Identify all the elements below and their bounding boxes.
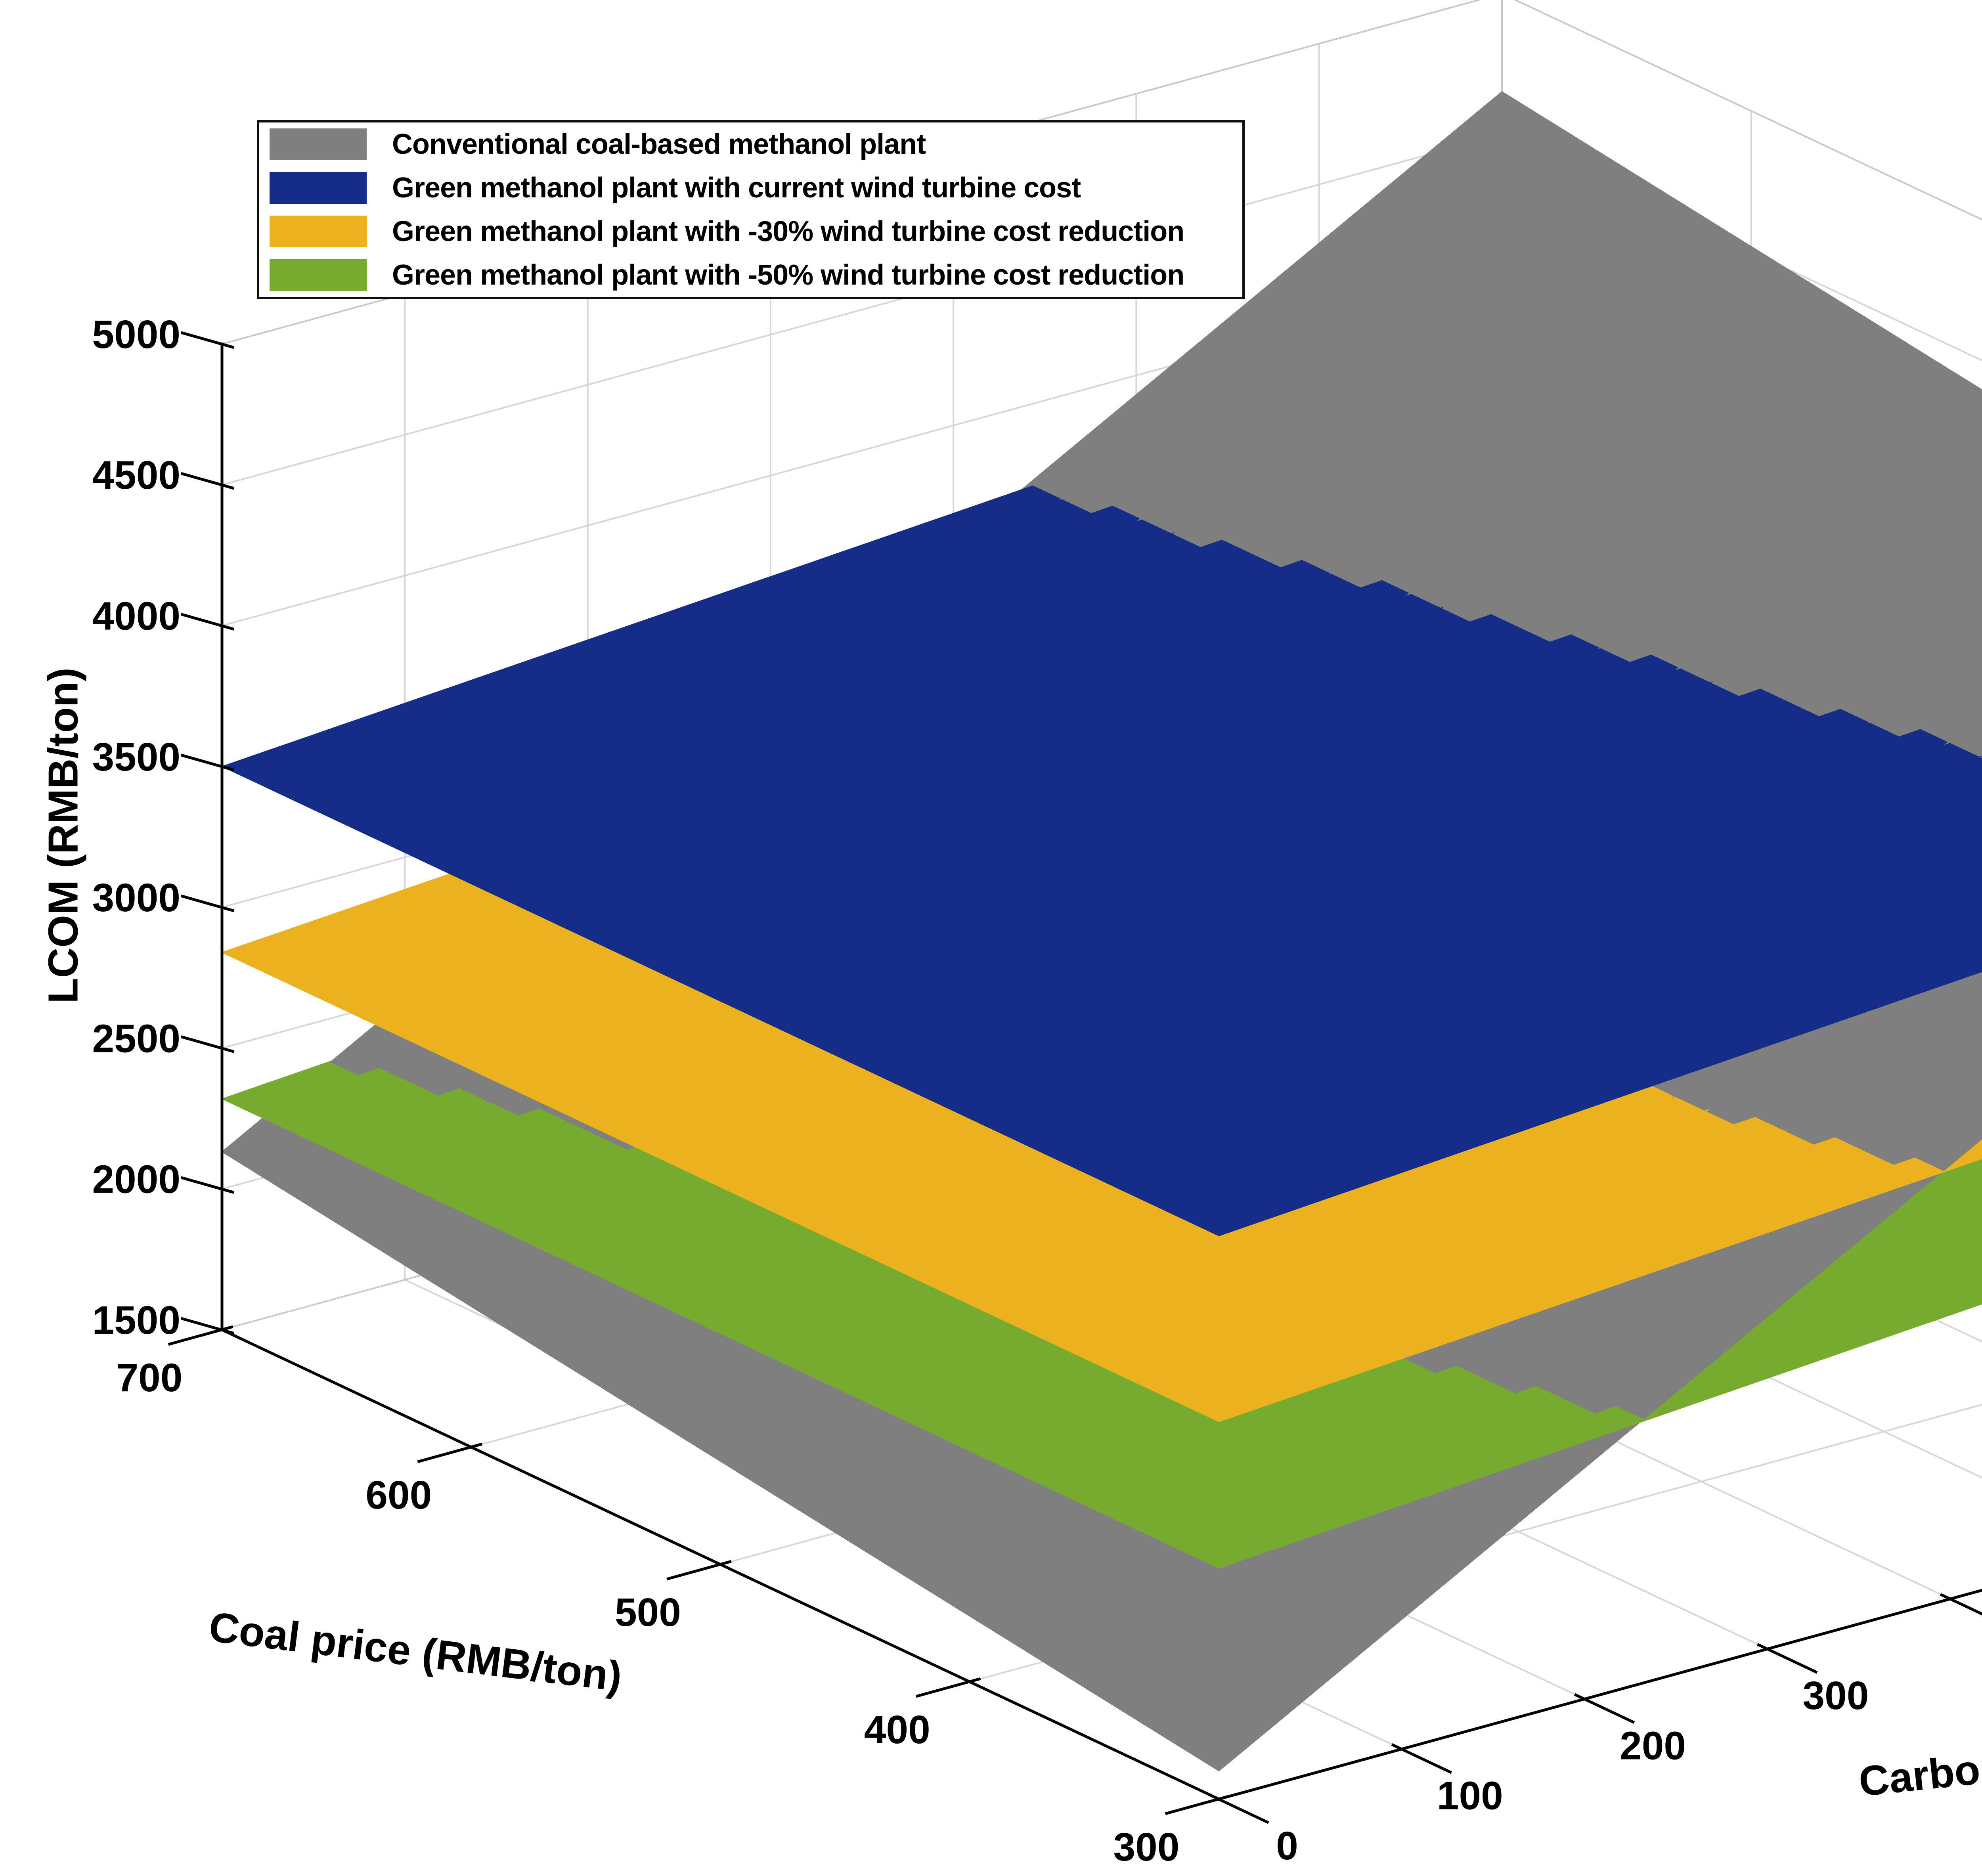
z-tick-label: 1500 — [92, 1298, 180, 1342]
z-axis-title: LCOM (RMB/ton) — [40, 667, 87, 1004]
legend-item-green-current: Green methanol plant with current wind t… — [259, 166, 1242, 210]
y-tick-label: 400 — [864, 1708, 930, 1752]
surfaces-3d — [222, 91, 1982, 1771]
y-tick-label: 700 — [117, 1356, 183, 1400]
legend-swatch-green-minus30 — [270, 216, 367, 247]
z-tick-label: 3500 — [92, 735, 180, 779]
legend-label: Conventional coal-based methanol plant — [392, 128, 926, 160]
legend-item-conventional: Conventional coal-based methanol plant — [259, 122, 1242, 166]
axis-lines — [168, 331, 1982, 1824]
x-tick-label: 100 — [1437, 1774, 1503, 1818]
legend-label: Green methanol plant with -50% wind turb… — [392, 259, 1184, 291]
x-tick-label: 200 — [1620, 1723, 1686, 1768]
x-tick-label: 300 — [1802, 1673, 1869, 1718]
z-tick-label: 3000 — [92, 876, 180, 920]
legend-swatch-conventional — [270, 128, 367, 160]
y-tick-label: 300 — [1113, 1825, 1180, 1869]
legend-label: Green methanol plant with -30% wind turb… — [392, 216, 1184, 247]
y-tick-label: 600 — [365, 1473, 432, 1517]
y-tick-label: 500 — [615, 1590, 681, 1635]
z-tick-label: 2500 — [92, 1016, 180, 1061]
legend-label: Green methanol plant with current wind t… — [392, 172, 1081, 204]
z-tick-label: 4500 — [92, 453, 180, 497]
z-tick-label: 5000 — [92, 312, 180, 357]
legend-swatch-green-minus50 — [270, 259, 367, 291]
legend-item-green-minus30: Green methanol plant with -30% wind turb… — [259, 210, 1242, 253]
legend-item-green-minus50: Green methanol plant with -50% wind turb… — [259, 253, 1242, 297]
tick-labels: 1500200025003000350040004500500070060050… — [92, 312, 1869, 1869]
legend-swatch-green-current — [270, 172, 367, 204]
x-tick-label: 0 — [1276, 1824, 1298, 1868]
z-tick-label: 4000 — [92, 594, 180, 639]
legend: Conventional coal-based methanol plant G… — [257, 120, 1245, 299]
z-tick-label: 2000 — [92, 1157, 180, 1202]
